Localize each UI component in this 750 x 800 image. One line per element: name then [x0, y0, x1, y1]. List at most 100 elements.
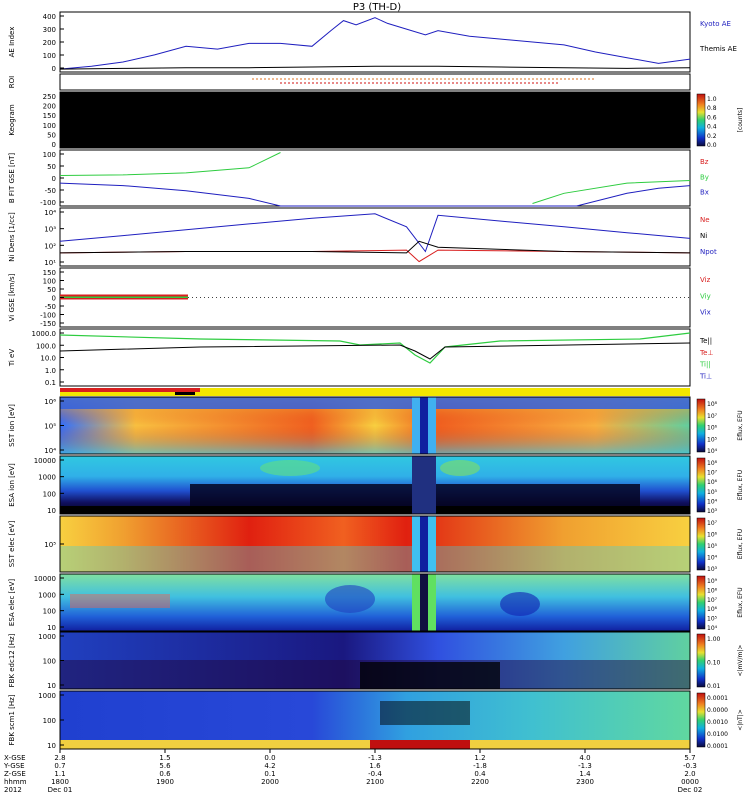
axis-row-label: X-GSE: [4, 754, 26, 762]
keogram-colorbar: [696, 93, 706, 147]
sst-elec-colorbar-tick: 10⁷: [707, 520, 718, 527]
ae-ytick: 0: [52, 65, 56, 73]
esa-elec-blob: [325, 585, 375, 613]
bfield-legend: Bx: [700, 189, 709, 197]
keogram-frame: [59, 91, 691, 149]
bfield-ytick: 50: [47, 163, 56, 171]
esa-ion-blob: [260, 460, 320, 476]
velocity-legend: Viy: [700, 292, 711, 300]
axis-row-label: Y-GSE: [3, 762, 25, 770]
esa-ion-colorbar-tick: 10⁸: [707, 460, 718, 467]
sst-ion-colorbar-tick: 10⁶: [707, 425, 718, 432]
bfield-ytick: -50: [45, 187, 56, 195]
velocity-ytick: 100: [43, 278, 56, 286]
velocity-ytick: 150: [43, 269, 56, 277]
x-tick-label: Dec 02: [678, 786, 703, 794]
esa-elec-colorbar-tick: 10⁵: [707, 616, 718, 623]
sst-ion-ylabel: SST ion [eV]: [8, 404, 16, 447]
fbk-scm-yellow: [60, 740, 370, 749]
sst-ion-colorbar-tick: 10⁴: [707, 448, 718, 455]
x-tick-label: 1.2: [474, 754, 485, 762]
keogram-ylabel: Keogram: [8, 104, 16, 135]
bfield-legend: By: [700, 173, 709, 181]
esa-ion-ytick: 100: [43, 490, 56, 498]
keogram-colorbar-tick: 1.0: [707, 96, 717, 103]
temperature-ti: [59, 332, 691, 364]
x-tick-label: -0.4: [368, 770, 382, 778]
fbk-edc-ytick: 10: [47, 682, 56, 690]
x-tick-label: 1900: [156, 778, 174, 786]
fbk-scm-colorbar-tick: 0.0001: [707, 743, 728, 750]
keogram-colorbar-tick: 0.4: [707, 124, 717, 131]
velocity-data-green: [60, 296, 188, 298]
x-tick-label: 2300: [576, 778, 594, 786]
velocity-ytick: -150: [40, 320, 56, 328]
density-ytick: 10²: [44, 242, 56, 250]
x-tick-label: 4.0: [579, 754, 590, 762]
density-series-ni: [59, 213, 691, 253]
ae-legend: Kyoto AE: [700, 20, 731, 28]
bfield-ytick: -100: [40, 199, 56, 207]
velocity-legend: Vix: [700, 309, 711, 317]
fbk-edc-colorbar-tick: 1.00: [707, 636, 721, 643]
temperature-legend: Te||: [699, 337, 712, 345]
axis-row-label: hhmm: [4, 778, 27, 786]
esa-elec-ytick: 10000: [34, 575, 56, 583]
esa-ion-colorbar-tick: 10⁴: [707, 498, 718, 505]
ae-ytick: 300: [43, 26, 56, 34]
fbk-scm-ytick: 100: [43, 717, 56, 725]
esa-ion-ytick: 10: [47, 507, 56, 515]
temperature-legend: Ti⊥: [699, 372, 712, 380]
esa-elec-red: [70, 594, 170, 608]
keogram-colorbar-tick: 0.8: [707, 105, 717, 112]
esa-ion-colorbar-label: Eflux, EFU: [737, 470, 744, 500]
density-legend: Npot: [700, 248, 717, 256]
bfield-frame: [59, 149, 691, 207]
esa-ion-colorbar-tick: 10³: [707, 508, 718, 515]
ae-series-themis-ae: [59, 65, 691, 70]
axis-row-label: Z-GSE: [4, 770, 26, 778]
fbk-scm-red: [370, 740, 470, 749]
sst-ion-colorbar-tick: 10⁷: [707, 413, 718, 420]
sst-elec-colorbar-tick: 10³: [707, 566, 718, 573]
ae-ytick: 100: [43, 52, 56, 60]
fbk-scm-heatmap: [60, 691, 690, 749]
density-series-npot: [59, 240, 691, 254]
esa-ion-colorbar-tick: 10⁷: [707, 470, 718, 477]
keogram-ytick: 200: [43, 103, 56, 111]
roi-frame: [59, 73, 691, 91]
keogram-colorbar-tick: 0.2: [707, 133, 717, 140]
sst-elec-gap-core: [420, 516, 428, 572]
esa-ion-ylabel: ESA ion [eV]: [8, 463, 16, 507]
mode-bar-red: [60, 388, 200, 392]
fbk-scm-ytick: 10: [47, 742, 56, 750]
esa-elec-colorbar-tick: 10⁴: [707, 625, 718, 632]
x-tick-label: -1.3: [578, 762, 592, 770]
density-ylabel: Ni Dens [1/cc]: [8, 212, 16, 262]
temperature-ytick: 1.0: [45, 367, 56, 375]
esa-ion-colorbar-tick: 10⁵: [707, 489, 718, 496]
x-tick-label: 1.6: [369, 762, 381, 770]
esa-elec-heatmap: [60, 574, 690, 631]
fbk-scm-yellow-2: [470, 740, 690, 749]
esa-elec-frame: [59, 573, 691, 632]
temperature-ytick: 0.1: [45, 379, 56, 387]
temperature-te: [59, 342, 691, 360]
keogram-ytick: 0: [52, 141, 56, 149]
temperature-ytick: 10.0: [40, 355, 56, 363]
ae-legend: Themis AE: [699, 45, 737, 53]
ae-ytick: 200: [43, 39, 56, 47]
sst-ion-ytick: 10⁵: [44, 423, 56, 431]
keogram-colorbar-label: [counts]: [737, 108, 744, 133]
esa-elec-colorbar-tick: 10⁷: [707, 597, 718, 604]
fbk-scm-colorbar-tick: 0.0010: [707, 719, 728, 726]
sst-ion-colorbar-tick: 10⁵: [707, 436, 718, 443]
roi-ylabel: ROI: [8, 76, 16, 88]
sst-elec-colorbar: [696, 517, 706, 571]
fbk-scm-colorbar-tick: 0.0001: [707, 695, 728, 702]
x-tick-label: 0000: [681, 778, 699, 786]
sst-ion-gap-core: [420, 397, 428, 454]
ae-series-kyoto-ae: [59, 17, 691, 70]
esa-elec-colorbar-tick: 10⁸: [707, 587, 718, 594]
